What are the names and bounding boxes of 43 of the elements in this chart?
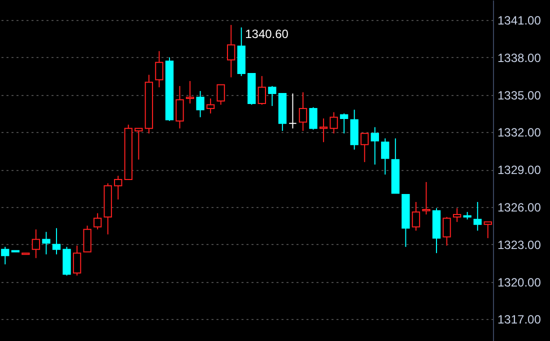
- candlestick: [227, 24, 236, 78]
- candlestick: [186, 80, 194, 104]
- candlestick: [309, 106, 318, 130]
- y-tick-label: 1341.00: [498, 13, 542, 28]
- y-tick-label: 1329.00: [498, 163, 542, 178]
- candlestick: [72, 245, 82, 276]
- candlestick: [442, 216, 451, 246]
- candlestick: [176, 86, 184, 129]
- candlestick: [206, 98, 215, 114]
- annotation: 1340.60: [245, 26, 289, 41]
- candlestick: [1, 246, 10, 265]
- candlestick: [134, 128, 143, 160]
- candlestick: [258, 76, 266, 106]
- candlestick: [83, 225, 92, 252]
- candlestick: [298, 92, 308, 132]
- candlestick: [32, 228, 40, 259]
- candlestick: [42, 231, 50, 255]
- candlestick: [288, 93, 297, 129]
- y-tick-label: 1320.00: [498, 275, 542, 290]
- candlestick: [268, 86, 276, 106]
- candlestick: [196, 90, 204, 118]
- candlestick: [216, 84, 225, 106]
- candlestick: [52, 228, 61, 255]
- candlestick: [330, 112, 338, 134]
- y-tick-label: 1332.00: [498, 126, 542, 140]
- candlestick: [340, 112, 348, 134]
- y-tick-label: 1317.00: [498, 312, 542, 327]
- y-tick-label: 1338.00: [498, 50, 542, 65]
- candlestick: [412, 201, 420, 232]
- candlestick: [381, 138, 390, 176]
- y-tick-label: 1326.00: [498, 200, 542, 214]
- candlestick: [422, 182, 430, 215]
- candlestick: [452, 208, 462, 222]
- y-tick-label: 1335.00: [498, 88, 542, 102]
- candlestick: [360, 132, 369, 163]
- candlestick: [319, 118, 328, 143]
- candlestick: [370, 126, 379, 166]
- candlestick: [474, 201, 482, 232]
- candlestick: [93, 212, 102, 230]
- candlestick: [484, 221, 492, 239]
- candlestick: [114, 175, 122, 200]
- candlestick: [155, 50, 164, 88]
- y-tick-label: 1323.00: [498, 238, 542, 252]
